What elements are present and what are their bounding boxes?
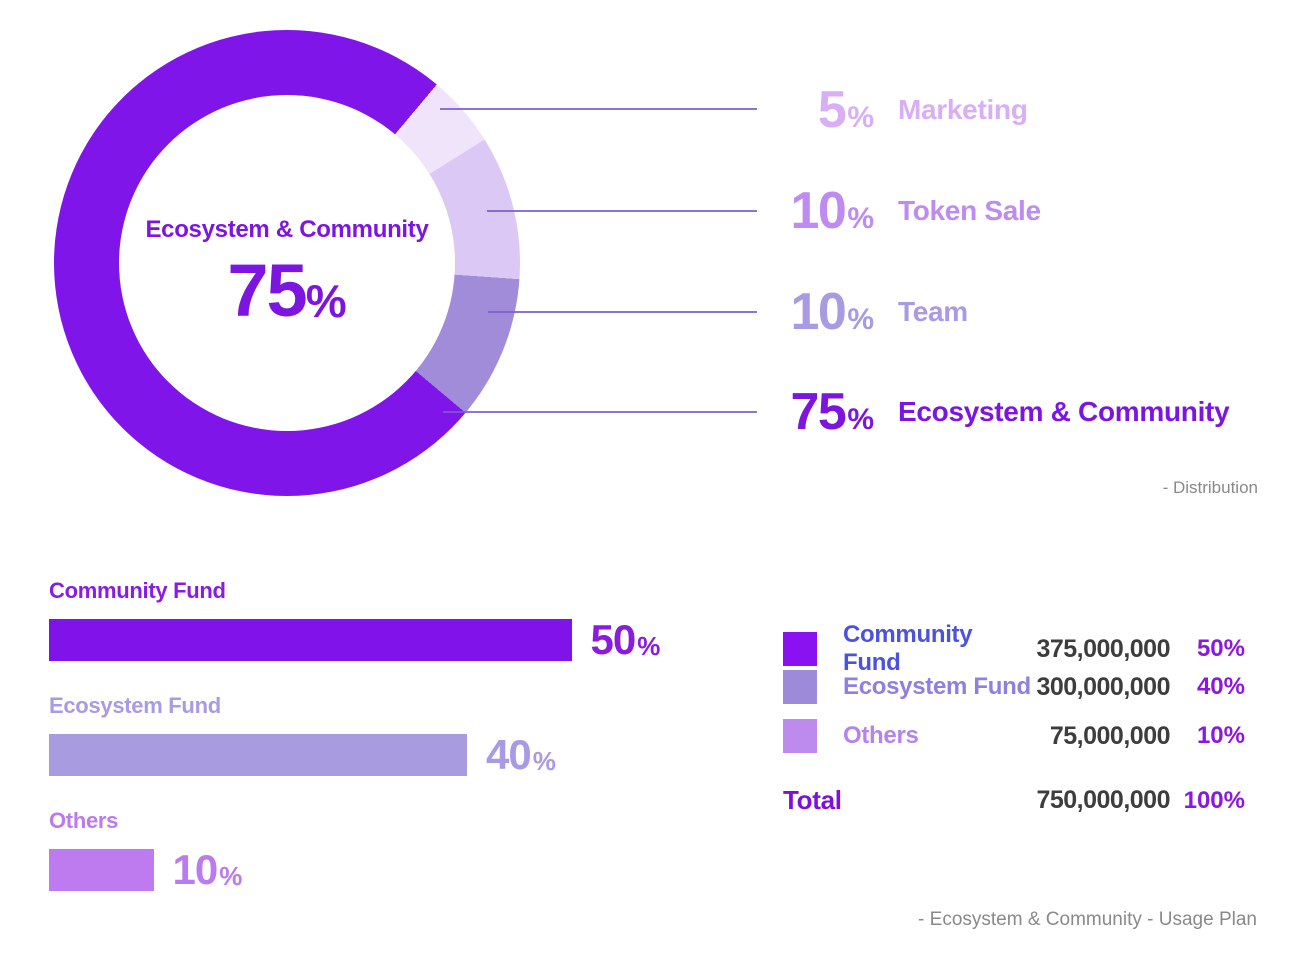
legend-row-ecosystem: 75 % Ecosystem & Community xyxy=(762,382,1229,442)
row-label: Ecosystem Fund xyxy=(843,673,1031,700)
bar-ecosystem-fund xyxy=(49,734,467,776)
legend-row-marketing: 5 % Marketing xyxy=(762,80,1028,140)
row-label: Others xyxy=(843,722,919,749)
table-row-total: Total 750,000,000 100% xyxy=(783,785,1245,815)
row-amount: 75,000,000 xyxy=(1049,721,1171,750)
legend-number: 75 xyxy=(790,383,846,441)
row-label: Community Fund xyxy=(843,621,973,676)
table-row-community-fund: Community Fund 375,000,000 50% xyxy=(783,621,1245,676)
bar-line: 10 % xyxy=(49,849,242,891)
percent-sign: % xyxy=(847,403,874,436)
percent-sign: % xyxy=(532,746,556,776)
bar-value: 50 % xyxy=(591,619,661,661)
legend-label: Token Sale xyxy=(898,195,1041,226)
percent-sign: % xyxy=(305,274,347,327)
donut-center-value: 75% xyxy=(227,248,347,332)
bar-number: 50 xyxy=(590,616,637,663)
bar-value: 10 % xyxy=(173,849,243,891)
percent-sign: % xyxy=(219,861,243,891)
row-percent: 50% xyxy=(1196,635,1245,662)
row-percent: 40% xyxy=(1196,673,1245,700)
row-percent: 10% xyxy=(1196,722,1245,749)
legend-value: 75 % xyxy=(762,386,874,438)
table-row-ecosystem-fund: Ecosystem Fund 300,000,000 40% xyxy=(783,670,1245,704)
bar-number: 40 xyxy=(486,731,532,778)
legend-value: 10 % xyxy=(762,185,874,237)
connector-line-ecosystem xyxy=(443,411,757,413)
color-swatch-community-fund xyxy=(783,632,817,666)
percent-sign: % xyxy=(847,303,874,336)
color-swatch-others xyxy=(783,719,817,753)
legend-value: 10 % xyxy=(762,286,874,338)
bar-community-fund xyxy=(49,619,572,661)
total-amount: 750,000,000 xyxy=(1036,786,1170,814)
legend-number: 5 xyxy=(817,81,847,139)
legend-row-team: 10 % Team xyxy=(762,282,968,342)
bar-group-others: Others 10 % xyxy=(49,808,242,891)
legend-number: 10 xyxy=(790,283,846,341)
table-row-others: Others 75,000,000 10% xyxy=(783,719,1245,753)
bar-label: Community Fund xyxy=(49,578,226,603)
row-amount: 300,000,000 xyxy=(1036,672,1170,701)
legend-label: Ecosystem & Community xyxy=(898,396,1230,427)
bar-line: 50 % xyxy=(49,619,660,661)
total-percent: 100% xyxy=(1183,786,1245,814)
donut-center-label: Ecosystem & Community xyxy=(145,215,429,243)
donut-chart: Ecosystem & Community 75% xyxy=(54,30,520,496)
bar-group-community-fund: Community Fund 50 % xyxy=(49,578,660,661)
connector-line-token-sale xyxy=(487,210,757,212)
legend-row-token-sale: 10 % Token Sale xyxy=(762,181,1041,241)
percent-sign: % xyxy=(847,202,874,235)
percent-sign: % xyxy=(847,101,874,134)
percent-sign: % xyxy=(637,631,661,661)
allocation-table: Community Fund 375,000,000 50% Ecosystem… xyxy=(783,621,1245,815)
bar-label: Ecosystem Fund xyxy=(49,693,221,718)
bar-label: Others xyxy=(49,808,119,833)
connector-line-team xyxy=(488,311,757,313)
row-amount: 375,000,000 xyxy=(1036,634,1170,663)
bar-value: 40 % xyxy=(486,734,556,776)
usage-plan-caption: - Ecosystem & Community - Usage Plan xyxy=(918,909,1257,930)
bar-number: 10 xyxy=(172,846,219,893)
connector-line-marketing xyxy=(440,108,757,110)
donut-center-number: 75 xyxy=(227,248,307,332)
legend-label: Team xyxy=(898,296,968,327)
bar-others xyxy=(49,849,154,891)
total-label: Total xyxy=(783,785,842,815)
legend-label: Marketing xyxy=(898,94,1028,125)
bar-group-ecosystem-fund: Ecosystem Fund 40 % xyxy=(49,693,556,776)
donut-center: Ecosystem & Community 75% xyxy=(119,95,455,431)
legend-value: 5 % xyxy=(762,84,874,136)
distribution-caption: - Distribution xyxy=(1162,478,1258,497)
color-swatch-ecosystem-fund xyxy=(783,670,817,704)
legend-number: 10 xyxy=(790,182,846,240)
bar-line: 40 % xyxy=(49,734,556,776)
